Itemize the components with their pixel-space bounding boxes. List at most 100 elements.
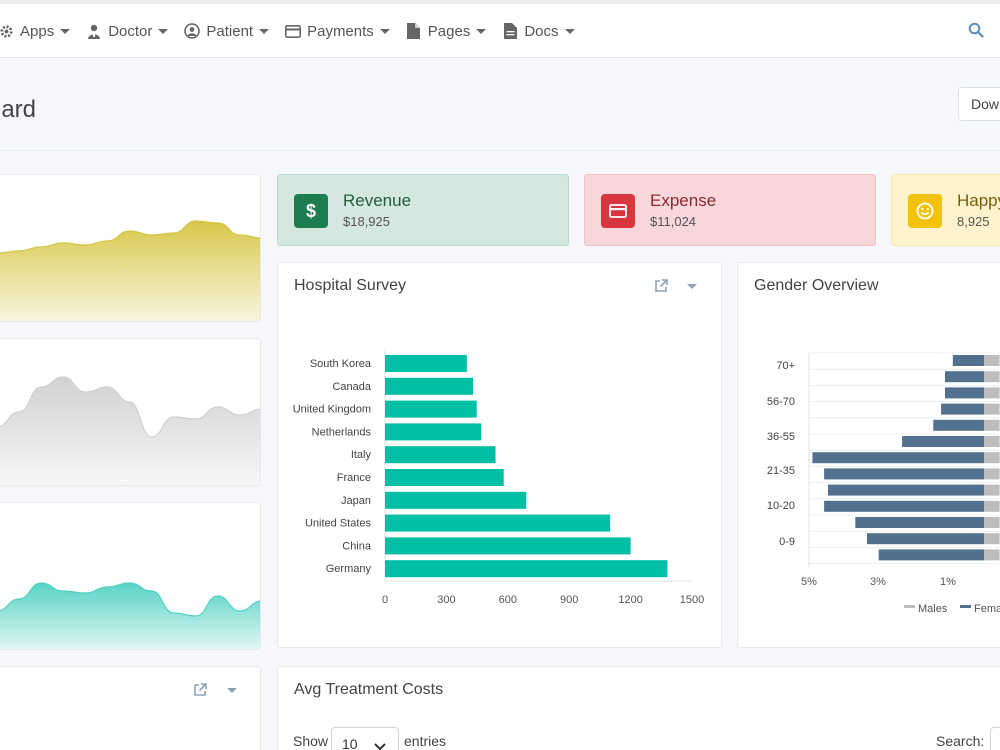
sparkline-1-line: [0, 220, 260, 254]
nav-doctor[interactable]: Doctor: [86, 23, 169, 40]
survey-x-tick: 900: [560, 594, 578, 606]
sparkline-3-area: [0, 583, 260, 649]
gender-male-bar: [984, 436, 1000, 447]
gender-male-bar: [984, 500, 1000, 512]
external-link-icon[interactable]: [192, 682, 208, 698]
revenue-card: $ Revenue $18,925: [277, 174, 569, 246]
dropdown-toggle-icon[interactable]: [224, 682, 240, 698]
download-button[interactable]: Dow: [958, 87, 1000, 121]
survey-category-label: Germany: [326, 563, 372, 575]
chevron-down-icon: [158, 28, 169, 34]
gender-female-bar: [945, 371, 984, 383]
gender-male-bar: [984, 517, 1000, 528]
main-nav: Apps Doctor Patient Payments: [0, 4, 591, 58]
gender-x-tick: 1%: [940, 576, 956, 588]
happy-card: Happy 8,925: [891, 174, 1000, 246]
survey-bar: [385, 537, 631, 555]
survey-category-label: Italy: [351, 449, 372, 461]
sparkline-card-2: [0, 338, 261, 486]
hospital-survey-title: Hospital Survey: [294, 277, 407, 294]
gender-female-bar: [824, 468, 984, 480]
gender-female-bar: [933, 419, 984, 431]
revenue-label: Revenue: [343, 191, 412, 210]
entries-label: entries: [404, 733, 447, 749]
chevron-down-icon: [259, 28, 270, 34]
gender-male-bar: [984, 484, 1000, 496]
survey-bar: [385, 377, 474, 395]
bottom-left-card: [0, 666, 261, 750]
sparkline-2-line: [0, 376, 260, 438]
survey-bar: [385, 423, 482, 441]
search-icon[interactable]: [968, 22, 986, 40]
gender-female-bar: [878, 549, 984, 561]
survey-category-label: China: [342, 540, 372, 552]
gender-y-tick: 21-35: [767, 465, 795, 477]
gender-overview-title: Gender Overview: [754, 277, 879, 294]
nav-payments[interactable]: Payments: [285, 23, 390, 40]
page-title-wrap: ard: [0, 96, 40, 130]
show-label: Show: [293, 733, 329, 749]
top-navbar: Apps Doctor Patient Payments: [0, 0, 1000, 58]
gender-female-bar: [902, 436, 984, 447]
sparkline-card-1: [0, 174, 261, 322]
gender-female-bar: [824, 500, 984, 512]
hospital-survey-card: Hospital Survey South Korea Canada United …: [277, 262, 722, 648]
survey-bar: [385, 469, 504, 486]
nav-payments-label: Payments: [307, 22, 374, 40]
gender-female-bar: [867, 533, 984, 545]
gender-female-bar: [945, 387, 984, 399]
survey-x-tick: 300: [437, 594, 455, 606]
nav-patient-label: Patient: [206, 22, 254, 40]
dollar-icon: $: [294, 194, 328, 228]
expense-label: Expense: [650, 191, 717, 210]
nav-docs[interactable]: Docs: [502, 23, 575, 40]
dropdown-toggle-icon[interactable]: [684, 278, 700, 294]
chevron-down-icon: [60, 28, 71, 34]
user-circle-icon: [184, 23, 201, 39]
gender-female-bar: [812, 452, 984, 464]
survey-category-label: France: [337, 472, 371, 484]
table-search-input[interactable]: [990, 727, 1000, 750]
nav-pages[interactable]: Pages: [406, 23, 487, 40]
survey-bar: [385, 355, 467, 372]
survey-category-label: United States: [305, 518, 372, 530]
external-link-icon[interactable]: [653, 278, 669, 294]
nav-apps-label: Apps: [20, 22, 55, 40]
document-icon: [502, 23, 518, 39]
gender-female-bar: [941, 403, 984, 415]
gender-male-bar: [984, 419, 1000, 431]
gender-y-tick: 36-55: [767, 431, 795, 443]
survey-bar: [385, 400, 477, 418]
expense-card: Expense $11,024: [584, 174, 876, 246]
chevron-down-icon: [564, 28, 575, 34]
nav-patient[interactable]: Patient: [184, 22, 270, 40]
survey-bar: [385, 514, 611, 532]
gender-y-tick: 0-9: [779, 536, 795, 548]
sparkline-card-3: [0, 502, 261, 650]
survey-x-tick: 1200: [618, 594, 642, 606]
sparkline-1-area: [0, 221, 260, 321]
table-search-label: Search:: [936, 733, 985, 749]
gender-male-bar: [984, 403, 1000, 415]
entries-select[interactable]: 10: [331, 727, 399, 750]
survey-bar: [385, 491, 527, 509]
gender-male-bar: [984, 371, 1000, 383]
chevron-down-icon: [379, 28, 390, 34]
expense-value: $11,024: [650, 214, 697, 229]
legend-females-label: Females: [974, 603, 1000, 615]
smile-icon: [908, 194, 942, 228]
survey-category-label: United Kingdom: [293, 404, 371, 416]
gender-female-bar: [855, 517, 984, 528]
gender-male-bar: [984, 468, 1000, 480]
sparkline-chart-1: [0, 220, 260, 321]
nav-apps[interactable]: Apps: [0, 22, 71, 40]
gender-y-tick: 56-70: [767, 396, 795, 408]
survey-x-tick: 600: [499, 594, 517, 606]
legend-males-label: Males: [918, 603, 948, 615]
chevron-down-icon: [374, 738, 386, 750]
survey-x-tick: 1500: [680, 594, 704, 606]
survey-category-label: Japan: [341, 495, 371, 507]
survey-category-label: Netherlands: [312, 426, 372, 438]
nav-pages-label: Pages: [427, 22, 471, 40]
file-icon: [406, 23, 422, 39]
